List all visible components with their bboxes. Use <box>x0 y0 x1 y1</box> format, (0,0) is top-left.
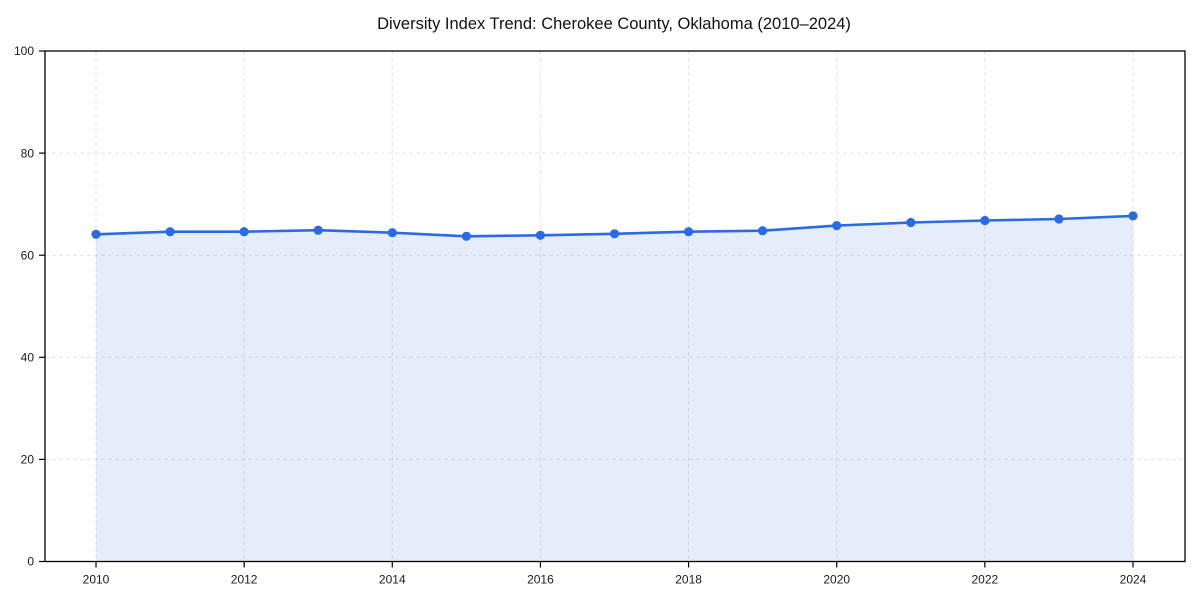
data-point-2010 <box>91 229 101 239</box>
y-tick-label: 40 <box>21 351 35 365</box>
data-point-2012 <box>239 227 249 237</box>
y-tick-label: 80 <box>21 146 35 160</box>
y-tick-label: 60 <box>21 248 35 262</box>
data-point-2016 <box>535 230 546 240</box>
data-point-2011 <box>165 227 175 237</box>
plot-border <box>44 50 1186 563</box>
data-point-2014 <box>387 228 397 238</box>
area-fill <box>96 215 1133 562</box>
data-point-2021 <box>906 217 916 228</box>
x-tick-label: 2010 <box>83 573 110 587</box>
plot-area: 0 20 40 60 80 100 2010 2012 2014 2016 2018 2020 2022… <box>14 44 1186 587</box>
data-point-2019 <box>758 226 768 236</box>
data-point-2020 <box>832 221 842 231</box>
data-point-2015 <box>461 231 471 241</box>
x-tick-label: 2020 <box>823 573 850 587</box>
y-tick-label: 20 <box>21 453 35 467</box>
data-point-2013 <box>313 225 323 235</box>
x-tick-label: 2024 <box>1120 573 1147 587</box>
x-tick-label: 2022 <box>972 573 999 587</box>
data-point-2024 <box>1128 211 1138 221</box>
data-point-2017 <box>609 229 620 239</box>
data-point-2023 <box>1054 214 1064 224</box>
data-point-2022 <box>980 215 990 226</box>
x-tick-label: 2012 <box>231 573 258 587</box>
x-tick-label: 2016 <box>527 573 554 587</box>
x-tick-label: 2018 <box>675 573 702 587</box>
chart-title: Diversity Index Trend: Cherokee County, … <box>377 15 851 33</box>
data-point-2018 <box>684 227 694 237</box>
y-tick-label: 0 <box>27 555 34 569</box>
x-tick-label: 2014 <box>379 573 406 587</box>
y-tick-label: 100 <box>14 44 34 58</box>
